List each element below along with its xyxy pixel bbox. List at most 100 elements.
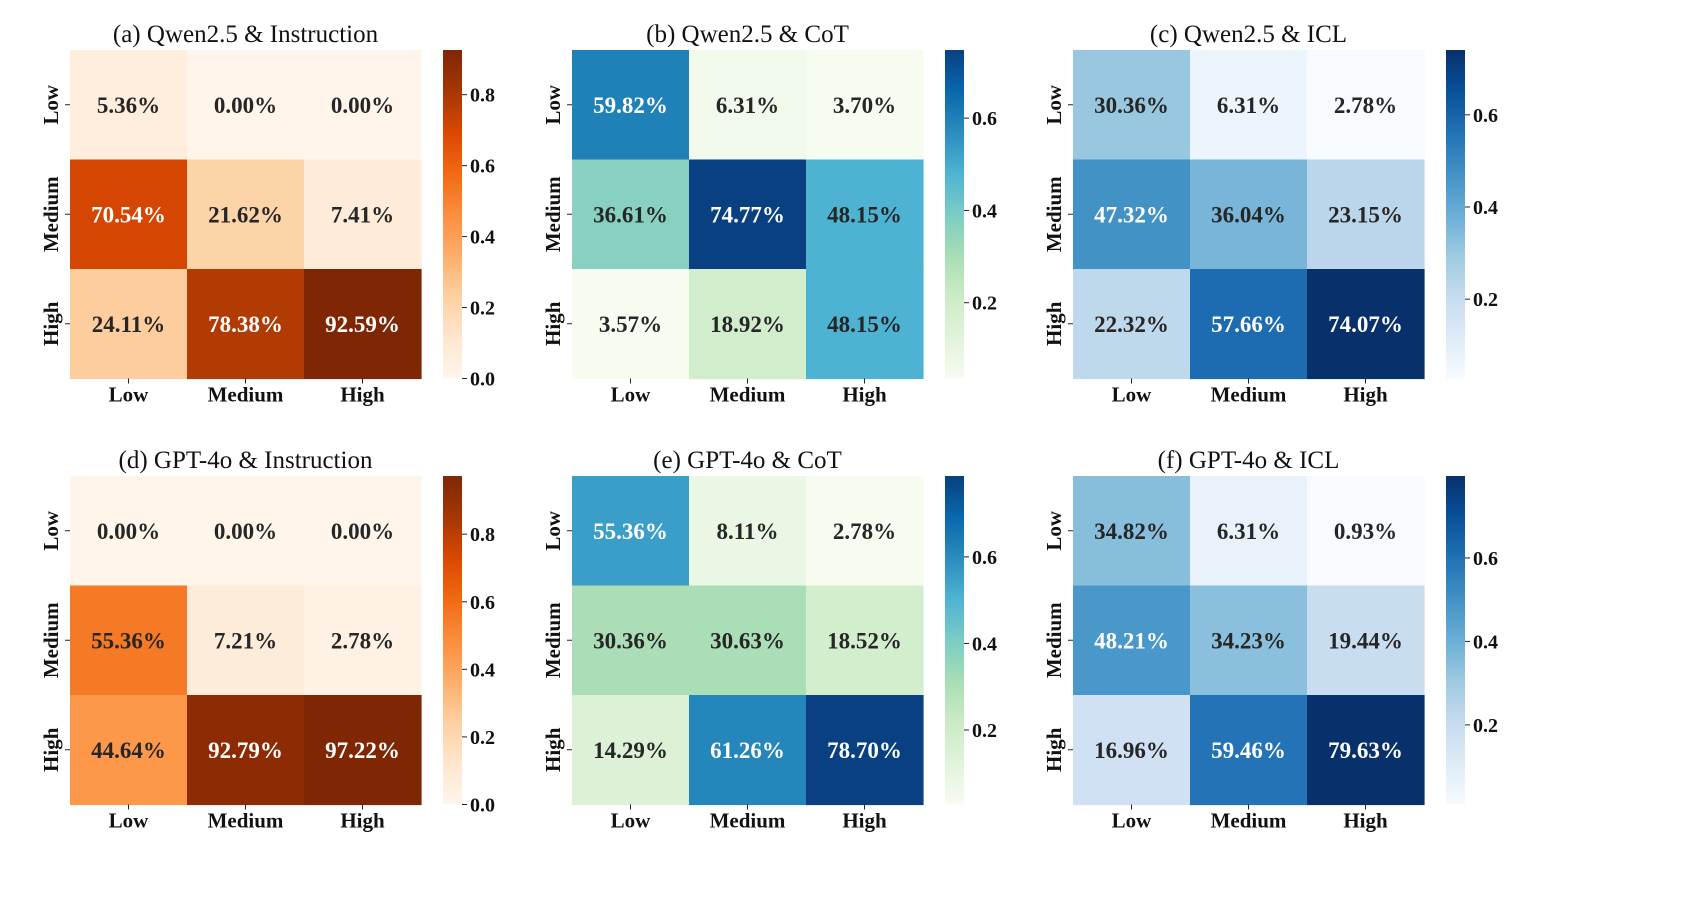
colorbar bbox=[945, 50, 964, 379]
heatmap-cell bbox=[806, 159, 924, 270]
heatmap-cell bbox=[1307, 476, 1425, 587]
y-tick-label: Low bbox=[1042, 510, 1066, 551]
heatmap-cell bbox=[304, 695, 422, 806]
cell-value-label: 55.36% bbox=[593, 519, 668, 544]
heatmap-cell bbox=[572, 269, 690, 380]
panel-title: (e) GPT-4o & CoT bbox=[653, 447, 842, 474]
cell-value-label: 44.64% bbox=[91, 738, 166, 763]
colorbar bbox=[945, 476, 964, 805]
y-tick-label: High bbox=[541, 301, 565, 346]
cell-value-label: 55.36% bbox=[91, 628, 166, 653]
heatmap-cell bbox=[689, 159, 807, 270]
heatmap-cell bbox=[1190, 269, 1308, 380]
cell-value-label: 7.41% bbox=[331, 202, 394, 227]
heatmap-cell bbox=[1307, 269, 1425, 380]
cell-value-label: 24.11% bbox=[92, 312, 165, 337]
x-tick-label: Medium bbox=[1211, 809, 1287, 833]
y-tick-label: Medium bbox=[1042, 176, 1066, 252]
panel-title: (a) Qwen2.5 & Instruction bbox=[113, 21, 379, 48]
cell-value-label: 21.62% bbox=[208, 202, 283, 227]
colorbar-tick-label: 0.4 bbox=[470, 659, 495, 681]
y-tick-label: Low bbox=[1042, 84, 1066, 125]
colorbar-tick-label: 0.2 bbox=[972, 720, 997, 742]
heatmap-cell bbox=[304, 159, 422, 270]
y-tick-label: High bbox=[39, 727, 63, 772]
heatmap-cell bbox=[187, 269, 305, 380]
cell-value-label: 6.31% bbox=[1217, 519, 1280, 544]
x-tick-label: Medium bbox=[208, 809, 284, 833]
cell-value-label: 0.93% bbox=[1334, 519, 1397, 544]
colorbar-tick-label: 0.6 bbox=[1473, 548, 1498, 570]
heatmap-cell bbox=[1307, 695, 1425, 806]
cell-value-label: 7.21% bbox=[214, 628, 277, 653]
cell-value-label: 16.96% bbox=[1094, 738, 1169, 763]
x-tick-label: High bbox=[1343, 383, 1388, 407]
colorbar-tick-label: 0.4 bbox=[470, 227, 495, 249]
cell-value-label: 30.36% bbox=[1094, 93, 1169, 118]
cell-value-label: 34.82% bbox=[1094, 519, 1169, 544]
heatmap-cell bbox=[806, 476, 924, 587]
heatmap-panel-5: (e) GPT-4o & CoT 55.36% 8.11% 2.78% 30.36% 30… bbox=[541, 447, 997, 833]
colorbar-tick-label: 0.2 bbox=[972, 293, 997, 315]
heatmap-cell bbox=[689, 50, 807, 161]
cell-value-label: 36.61% bbox=[593, 202, 668, 227]
cell-value-label: 74.07% bbox=[1328, 312, 1403, 337]
heatmap-cell bbox=[572, 50, 690, 161]
heatmap-cell bbox=[1073, 476, 1191, 587]
heatmap-cell bbox=[1190, 695, 1308, 806]
colorbar-tick-label: 0.6 bbox=[470, 592, 495, 614]
colorbar bbox=[1446, 476, 1465, 805]
colorbar-tick-label: 0.2 bbox=[470, 727, 495, 749]
colorbar-tick-label: 0.2 bbox=[1473, 715, 1498, 737]
heatmap-cell bbox=[187, 476, 305, 587]
cell-value-label: 0.00% bbox=[331, 93, 394, 118]
heatmap-cell bbox=[1307, 585, 1425, 696]
heatmap-cell bbox=[70, 695, 188, 806]
cell-value-label: 19.44% bbox=[1328, 628, 1403, 653]
cell-value-label: 23.15% bbox=[1328, 202, 1403, 227]
cell-value-label: 2.78% bbox=[833, 519, 896, 544]
cell-value-label: 0.00% bbox=[97, 519, 160, 544]
heatmap-cell bbox=[689, 695, 807, 806]
x-tick-label: Medium bbox=[208, 383, 284, 407]
x-tick-label: Medium bbox=[1211, 383, 1287, 407]
colorbar-tick-label: 0.4 bbox=[1473, 197, 1498, 219]
x-tick-label: Low bbox=[109, 383, 150, 407]
x-tick-label: High bbox=[340, 383, 385, 407]
colorbar-tick-label: 0.6 bbox=[1473, 105, 1498, 127]
heatmap-panel-6: (f) GPT-4o & ICL 34.82% 6.31% 0.93% 48.21% 34… bbox=[1042, 447, 1498, 833]
y-tick-label: Medium bbox=[541, 176, 565, 252]
heatmap-cell bbox=[304, 476, 422, 587]
panel-title: (f) GPT-4o & ICL bbox=[1158, 447, 1340, 474]
cell-value-label: 22.32% bbox=[1094, 312, 1169, 337]
colorbar-tick-label: 0.4 bbox=[972, 200, 997, 222]
heatmap-panel-4: (d) GPT-4o & Instruction 0.00% 0.00% 0.00% 5… bbox=[39, 447, 495, 833]
cell-value-label: 0.00% bbox=[214, 93, 277, 118]
colorbar bbox=[443, 50, 462, 379]
cell-value-label: 59.46% bbox=[1211, 738, 1286, 763]
y-tick-label: High bbox=[541, 727, 565, 772]
cell-value-label: 92.79% bbox=[208, 738, 283, 763]
heatmap-cell bbox=[304, 50, 422, 161]
heatmap-panel-1: (a) Qwen2.5 & Instruction 5.36% 0.00% 0.00%… bbox=[39, 21, 495, 407]
x-tick-label: High bbox=[340, 809, 385, 833]
heatmap-cell bbox=[1307, 159, 1425, 270]
cell-value-label: 48.15% bbox=[827, 202, 902, 227]
cell-value-label: 6.31% bbox=[716, 93, 779, 118]
cell-value-label: 48.15% bbox=[827, 312, 902, 337]
cell-value-label: 61.26% bbox=[710, 738, 785, 763]
y-tick-label: Low bbox=[541, 510, 565, 551]
cell-value-label: 34.23% bbox=[1211, 628, 1286, 653]
panel-title: (c) Qwen2.5 & ICL bbox=[1150, 21, 1347, 48]
cell-value-label: 8.11% bbox=[717, 519, 779, 544]
panel-title: (d) GPT-4o & Instruction bbox=[119, 447, 373, 474]
heatmap-cell bbox=[304, 269, 422, 380]
y-tick-label: Low bbox=[541, 84, 565, 125]
cell-value-label: 36.04% bbox=[1211, 202, 1286, 227]
y-tick-label: Medium bbox=[1042, 602, 1066, 678]
colorbar-tick-label: 0.4 bbox=[972, 633, 997, 655]
heatmap-cell bbox=[1073, 585, 1191, 696]
heatmap-cell bbox=[187, 159, 305, 270]
y-tick-label: High bbox=[1042, 727, 1066, 772]
cell-value-label: 14.29% bbox=[593, 738, 668, 763]
